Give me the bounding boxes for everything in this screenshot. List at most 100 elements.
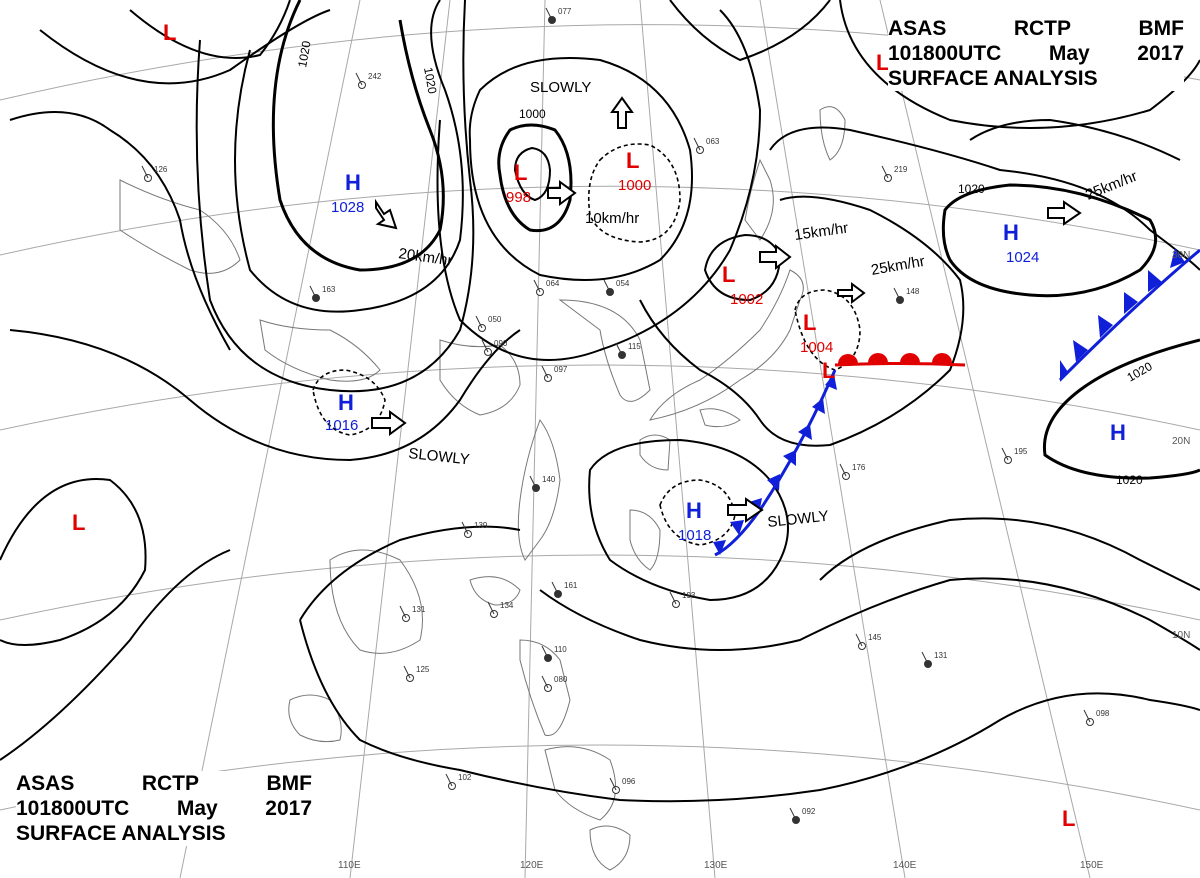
arrow-icon [375, 198, 398, 230]
wind-barb-icon [839, 463, 847, 477]
isobar-label: 1020 [295, 39, 313, 68]
isobar [9, 111, 231, 351]
high-pressure-icon: H [686, 498, 702, 523]
station-pressure-value: 097 [554, 365, 568, 374]
station-pressure-value: 110 [554, 645, 567, 654]
low-pressure-center: L 998 [506, 160, 531, 206]
wind-barb-icon [1083, 709, 1091, 723]
station-pressure-value: 092 [802, 807, 816, 816]
arrow-icon [371, 410, 407, 436]
isobar [1042, 338, 1200, 480]
station-pressure-value: 054 [616, 279, 630, 288]
isobar [794, 289, 861, 371]
low-pressure-center: L 1000 [618, 148, 651, 194]
station-pressure-value: 125 [416, 665, 430, 674]
header-office: ASAS [16, 772, 75, 795]
high-pressure-center: H 1024 [1003, 220, 1039, 266]
isobar [39, 9, 331, 85]
high-pressure-icon: H [1110, 420, 1126, 445]
wind-barb-icon [403, 665, 411, 679]
arrow-icon [610, 96, 634, 129]
isobars [0, 0, 1200, 803]
isobar-label: 1000 [519, 107, 546, 121]
station-pressure-value: 176 [852, 463, 866, 472]
wind-barb-icon [355, 72, 363, 86]
low-pressure-icon: L [1062, 806, 1075, 831]
station-pressure-value: 134 [500, 601, 514, 610]
wind-barb-icon [609, 777, 617, 791]
isobar [588, 438, 789, 602]
lat-label: 10N [1172, 630, 1190, 641]
wind-barb-icon [141, 165, 149, 179]
station-pressure-value: 090 [494, 339, 508, 348]
lat-label: 30N [1172, 250, 1190, 261]
station-plots: 077 242 126 163 050 064 054 090 097 115 063 219 148 1… [141, 7, 1110, 824]
lon-label: 150E [1080, 860, 1104, 871]
pressure-value: 1004 [800, 339, 833, 356]
isobar-labels: 1020 1020 1000 1020 1020 1020 [295, 39, 1155, 487]
header-month: May [1048, 42, 1090, 65]
high-pressure-center: H 1028 [331, 170, 364, 216]
isobar [468, 57, 693, 281]
wind-barb-icon [545, 7, 553, 21]
low-pressure-icon: L [803, 310, 816, 335]
low-pressure-icon: L [722, 262, 735, 287]
low-pressure-center: L [822, 358, 835, 383]
station-pressure-value: 064 [546, 279, 560, 288]
isobar-label: 1020 [421, 66, 439, 95]
station-pressure-value: 115 [628, 342, 641, 351]
header-title: SURFACE ANALYSIS [16, 822, 226, 845]
wind-barb-icon [487, 601, 495, 615]
low-pressure-icon: L [72, 510, 85, 535]
pressure-value: 1028 [331, 199, 364, 216]
isobar-label: 1020 [1116, 473, 1143, 487]
high-pressure-icon: H [1003, 220, 1019, 245]
wind-barb-icon [921, 651, 929, 665]
isobar [941, 183, 1158, 298]
low-pressure-icon: L [626, 148, 639, 173]
station-pressure-value: 139 [474, 521, 488, 530]
isobar [9, 329, 521, 462]
low-pressure-center: L [876, 50, 889, 75]
wind-barb-icon [481, 339, 489, 353]
isobar [587, 143, 681, 243]
station-pressure-value: 063 [706, 137, 720, 146]
wind-barb-icon [789, 807, 797, 821]
arrow-icon [759, 243, 792, 271]
isobar [497, 123, 573, 233]
pressure-value: 1002 [730, 291, 763, 308]
arrow-icon [837, 282, 866, 304]
isobar [513, 146, 552, 202]
header-office: ASAS [888, 17, 947, 40]
header-station: RCTP [141, 772, 200, 795]
wind-barb-icon [669, 591, 677, 605]
isobar [299, 525, 521, 621]
wind-barb-icon [445, 773, 453, 787]
wind-barb-icon [461, 521, 469, 535]
header-month: May [176, 797, 218, 820]
low-pressure-icon: L [163, 20, 176, 45]
station-pressure-value: 140 [542, 475, 556, 484]
lon-label: 130E [704, 860, 728, 871]
header-code: BMF [266, 772, 313, 795]
station-pressure-value: 148 [906, 287, 920, 296]
low-pressure-center: L [163, 20, 176, 45]
isobar [436, 9, 762, 361]
station-pressure-value: 131 [412, 605, 426, 614]
latitude-labels: 30N 20N 10N [1172, 250, 1190, 641]
station-pressure-value: 219 [894, 165, 908, 174]
station-pressure-value: 193 [682, 591, 696, 600]
low-pressure-center: L [1062, 806, 1075, 831]
high-pressure-center: H [1110, 420, 1126, 445]
wind-barb-icon [399, 605, 407, 619]
station-pressure-value: 050 [488, 315, 502, 324]
wind-barb-icon [603, 279, 611, 293]
station-pressure-value: 096 [622, 777, 636, 786]
wind-barb-icon [541, 675, 549, 689]
coastlines [119, 106, 846, 871]
station-pressure-value: 163 [322, 285, 336, 294]
wind-barb-icon [309, 285, 317, 299]
isobar [839, 0, 1200, 129]
station-pressure-value: 080 [554, 675, 568, 684]
